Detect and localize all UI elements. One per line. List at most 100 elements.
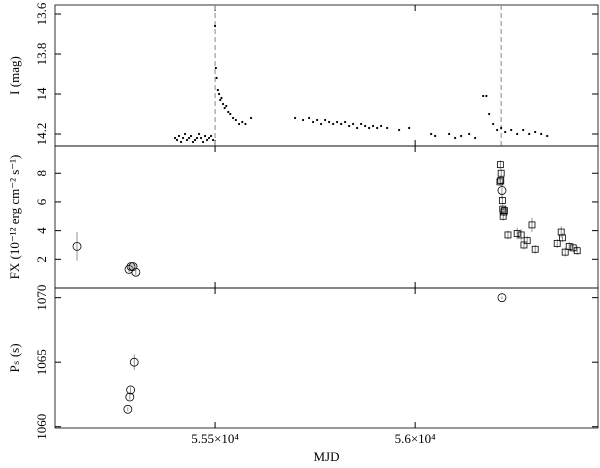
point [191,140,195,144]
point [225,104,228,108]
point [344,120,347,124]
point [125,392,135,402]
point [430,132,433,136]
point [497,186,507,195]
point [510,128,513,132]
point [220,96,223,100]
x-axis-label: MJD [313,449,339,464]
point [482,94,485,98]
point [348,124,351,128]
point [301,118,305,122]
y-tick-label: 14 [34,87,49,101]
point [360,122,363,126]
point [179,140,183,144]
point [398,128,401,132]
point [234,118,237,122]
point [199,136,203,140]
point [195,136,199,140]
point [216,88,219,92]
point [307,116,311,120]
point [315,118,319,122]
y-tick-label: 8 [34,170,49,177]
point [214,66,217,70]
point [187,136,191,140]
point [504,130,507,134]
point [496,128,499,132]
point [215,76,218,80]
point [123,404,133,414]
point [311,120,315,124]
point [492,122,495,126]
point [128,262,138,271]
point [328,120,331,124]
point [561,248,569,256]
point [193,138,197,142]
point [177,134,181,138]
point [408,126,411,130]
point [201,140,205,144]
point [131,267,141,277]
point [485,94,488,98]
point [546,134,549,138]
point [213,24,217,28]
point [540,132,543,136]
y-tick-label: 6 [34,198,49,205]
point [244,122,247,126]
point [293,116,297,120]
point [448,132,451,136]
point [183,132,187,136]
point [434,134,437,138]
point [209,134,213,138]
point [229,112,232,116]
point [474,136,477,140]
y-axis-label: Pₛ (s) [7,343,22,372]
point [227,110,230,114]
point [219,98,222,102]
point [534,130,537,134]
point [468,132,471,136]
point [513,230,521,237]
point [217,92,221,96]
point [497,169,505,177]
point [129,357,139,367]
panel-frame [54,145,599,289]
point [500,126,503,130]
y-axis-label: FX (10⁻¹² erg cm⁻² s⁻¹) [7,155,22,280]
point [498,197,506,204]
point [336,120,339,124]
point [352,122,355,126]
point [223,106,226,110]
point [126,385,136,395]
point [565,243,573,250]
point [386,126,389,130]
point [323,118,327,122]
point [454,136,457,140]
point [496,161,504,169]
y-tick-label: 14.2 [34,123,49,146]
point [211,138,215,142]
point [504,231,512,239]
point [553,240,561,247]
point [241,120,244,124]
point [126,262,136,271]
point [573,247,581,255]
y-axis-label: I (mag) [7,56,22,95]
point [460,134,463,138]
point [203,134,207,138]
point [380,124,383,128]
y-tick-label: 1065 [34,349,49,375]
point [207,136,211,140]
panel-frame [54,4,599,147]
point [189,134,193,138]
point [197,132,201,136]
point [356,126,359,130]
point [249,116,253,120]
point [531,245,539,253]
point [496,178,504,186]
y-tick-label: 13.6 [34,2,49,25]
panel-frame [54,287,599,429]
point [181,136,185,140]
point [332,122,335,126]
